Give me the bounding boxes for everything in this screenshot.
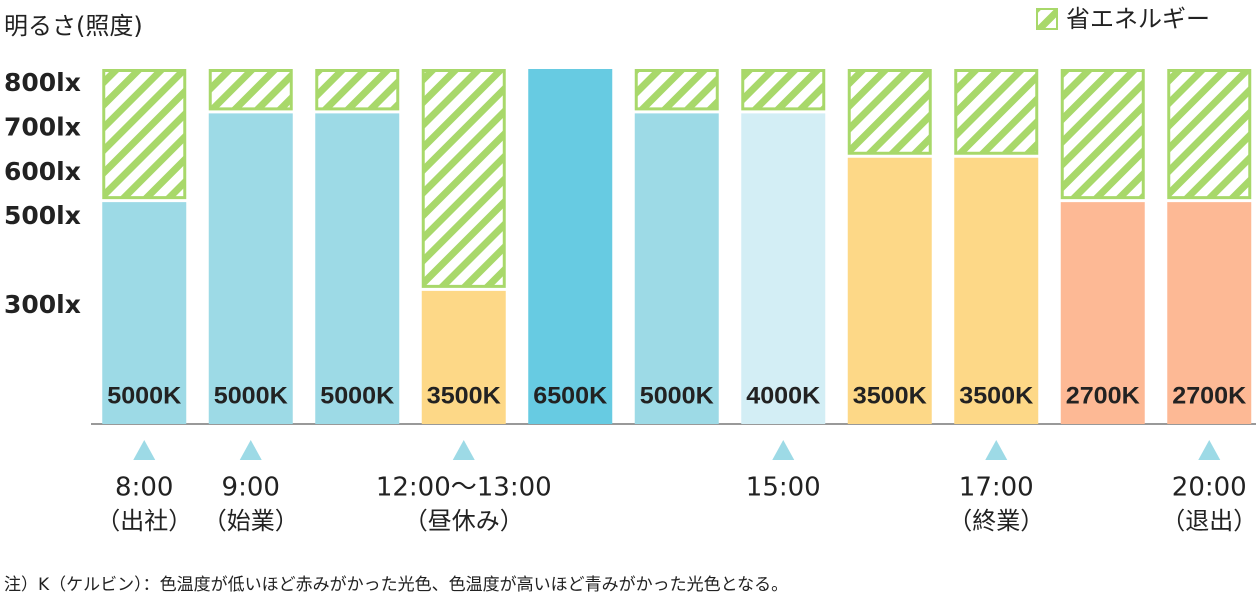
saving-bar [1167,69,1252,200]
x-tick-label: 12:00〜13:00 [376,473,552,503]
time-marker [452,440,475,460]
bar [1167,202,1252,424]
color-temperature: 2700K [1066,382,1141,409]
x-tick-note: （昼休み） [404,507,524,535]
time-marker [239,440,262,460]
x-tick-label: 9:00 [222,473,280,503]
color-temperature: 5000K [107,382,182,409]
color-temperature: 5000K [214,382,289,409]
time-marker [1198,440,1221,460]
color-temperature: 3500K [959,382,1034,409]
y-tick-label: 300lx [4,290,81,319]
bar [315,113,400,424]
bar [208,113,293,424]
y-tick-label: 700lx [4,112,81,141]
color-temperature: 4000K [746,382,821,409]
time-marker [133,440,156,460]
saving-bar [315,69,400,111]
x-tick-label: 20:00 [1172,473,1247,503]
x-tick-label: 8:00 [115,473,173,503]
legend-swatch [1036,8,1058,30]
x-tick-label: 15:00 [746,473,821,503]
saving-bar [847,69,932,155]
saving-bar [102,69,187,200]
bar [954,157,1039,424]
bar [102,202,187,424]
bar [528,69,613,424]
x-tick-note: （始業） [203,507,299,535]
color-temperature: 3500K [853,382,928,409]
x-tick-note: （出社） [96,507,192,535]
y-tick-label: 600lx [4,157,81,186]
time-marker [985,440,1008,460]
y-tick-label: 500lx [4,201,81,230]
bar [421,290,506,424]
saving-bar [208,69,293,111]
saving-bar [741,69,826,111]
saving-bar [634,69,719,111]
bar [634,113,719,424]
saving-bar [421,69,506,288]
color-temperature: 2700K [1172,382,1247,409]
y-axis-title: 明るさ(照度) [4,12,143,40]
color-temperature: 3500K [427,382,502,409]
saving-bar [1060,69,1145,200]
x-tick-label: 17:00 [959,473,1034,503]
y-tick-label: 800lx [4,68,81,97]
legend-label: 省エネルギー [1066,5,1210,33]
bar [847,157,932,424]
x-tick-note: （退出） [1161,507,1256,535]
bar [1060,202,1145,424]
note: 注）K（ケルビン）：色温度が低いほど赤みがかった光色、色温度が高いほど青みがかっ… [4,575,788,595]
saving-bar [954,69,1039,155]
color-temperature: 5000K [640,382,715,409]
color-temperature: 5000K [320,382,395,409]
x-tick-note: （終業） [948,507,1044,535]
color-temperature: 6500K [533,382,608,409]
time-marker [772,440,795,460]
bar [741,113,826,424]
